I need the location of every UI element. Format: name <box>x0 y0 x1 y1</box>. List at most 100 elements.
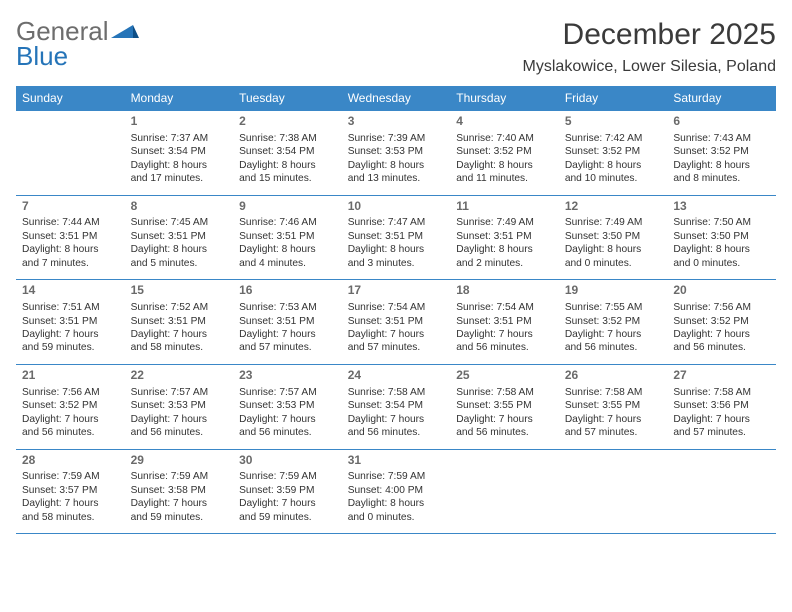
calendar-week-row: 1Sunrise: 7:37 AMSunset: 3:54 PMDaylight… <box>16 111 776 195</box>
sunset-text: Sunset: 3:51 PM <box>348 230 445 243</box>
sunrise-text: Sunrise: 7:59 AM <box>239 470 336 483</box>
sunrise-text: Sunrise: 7:53 AM <box>239 301 336 314</box>
calendar-day-cell: 14Sunrise: 7:51 AMSunset: 3:51 PMDayligh… <box>16 280 125 365</box>
daylight-text: and 56 minutes. <box>22 426 119 439</box>
calendar-day-cell: 26Sunrise: 7:58 AMSunset: 3:55 PMDayligh… <box>559 364 668 449</box>
day-number: 23 <box>239 368 336 384</box>
title-block: December 2025 Myslakowice, Lower Silesia… <box>523 18 776 76</box>
calendar-day-cell: 3Sunrise: 7:39 AMSunset: 3:53 PMDaylight… <box>342 111 451 195</box>
daylight-text: Daylight: 8 hours <box>673 243 770 256</box>
calendar-day-cell: 30Sunrise: 7:59 AMSunset: 3:59 PMDayligh… <box>233 449 342 534</box>
brand-line2: Blue <box>16 43 109 70</box>
day-number: 27 <box>673 368 770 384</box>
daylight-text: and 13 minutes. <box>348 172 445 185</box>
calendar-day-cell: 24Sunrise: 7:58 AMSunset: 3:54 PMDayligh… <box>342 364 451 449</box>
brand-name: General Blue <box>16 18 109 71</box>
day-number: 17 <box>348 283 445 299</box>
calendar-day-cell: 13Sunrise: 7:50 AMSunset: 3:50 PMDayligh… <box>667 195 776 280</box>
sunrise-text: Sunrise: 7:57 AM <box>239 386 336 399</box>
sunset-text: Sunset: 4:00 PM <box>348 484 445 497</box>
sunrise-text: Sunrise: 7:59 AM <box>22 470 119 483</box>
daylight-text: and 56 minutes. <box>565 341 662 354</box>
sunrise-text: Sunrise: 7:47 AM <box>348 216 445 229</box>
calendar-day-cell: 19Sunrise: 7:55 AMSunset: 3:52 PMDayligh… <box>559 280 668 365</box>
daylight-text: and 4 minutes. <box>239 257 336 270</box>
sunset-text: Sunset: 3:52 PM <box>565 145 662 158</box>
sunrise-text: Sunrise: 7:49 AM <box>456 216 553 229</box>
calendar-day-cell: 21Sunrise: 7:56 AMSunset: 3:52 PMDayligh… <box>16 364 125 449</box>
daylight-text: Daylight: 8 hours <box>348 243 445 256</box>
sunset-text: Sunset: 3:52 PM <box>456 145 553 158</box>
daylight-text: and 56 minutes. <box>456 341 553 354</box>
daylight-text: and 56 minutes. <box>673 341 770 354</box>
calendar-week-row: 7Sunrise: 7:44 AMSunset: 3:51 PMDaylight… <box>16 195 776 280</box>
page-title: December 2025 <box>523 18 776 52</box>
calendar-day-cell: 7Sunrise: 7:44 AMSunset: 3:51 PMDaylight… <box>16 195 125 280</box>
sunset-text: Sunset: 3:53 PM <box>239 399 336 412</box>
daylight-text: Daylight: 8 hours <box>673 159 770 172</box>
sunrise-text: Sunrise: 7:55 AM <box>565 301 662 314</box>
daylight-text: and 56 minutes. <box>131 426 228 439</box>
sunset-text: Sunset: 3:54 PM <box>239 145 336 158</box>
calendar-day-cell: 28Sunrise: 7:59 AMSunset: 3:57 PMDayligh… <box>16 449 125 534</box>
daylight-text: Daylight: 7 hours <box>673 413 770 426</box>
sunrise-text: Sunrise: 7:38 AM <box>239 132 336 145</box>
daylight-text: Daylight: 7 hours <box>131 497 228 510</box>
daylight-text: and 59 minutes. <box>239 511 336 524</box>
sunset-text: Sunset: 3:51 PM <box>22 315 119 328</box>
sunrise-text: Sunrise: 7:58 AM <box>348 386 445 399</box>
sunset-text: Sunset: 3:50 PM <box>565 230 662 243</box>
daylight-text: Daylight: 7 hours <box>456 413 553 426</box>
sunset-text: Sunset: 3:54 PM <box>131 145 228 158</box>
daylight-text: Daylight: 8 hours <box>348 159 445 172</box>
daylight-text: and 56 minutes. <box>239 426 336 439</box>
daylight-text: and 10 minutes. <box>565 172 662 185</box>
daylight-text: Daylight: 7 hours <box>348 328 445 341</box>
daylight-text: and 11 minutes. <box>456 172 553 185</box>
daylight-text: Daylight: 8 hours <box>456 159 553 172</box>
brand-logo: General Blue <box>16 18 139 71</box>
sunrise-text: Sunrise: 7:46 AM <box>239 216 336 229</box>
sunset-text: Sunset: 3:51 PM <box>456 230 553 243</box>
day-number: 13 <box>673 199 770 215</box>
sunset-text: Sunset: 3:52 PM <box>673 315 770 328</box>
sunrise-text: Sunrise: 7:58 AM <box>456 386 553 399</box>
sunset-text: Sunset: 3:51 PM <box>239 315 336 328</box>
day-number: 15 <box>131 283 228 299</box>
calendar-day-cell: 12Sunrise: 7:49 AMSunset: 3:50 PMDayligh… <box>559 195 668 280</box>
day-number: 3 <box>348 114 445 130</box>
calendar-day-cell: 16Sunrise: 7:53 AMSunset: 3:51 PMDayligh… <box>233 280 342 365</box>
day-number: 6 <box>673 114 770 130</box>
calendar-empty-cell <box>450 449 559 534</box>
sunset-text: Sunset: 3:51 PM <box>131 230 228 243</box>
sunrise-text: Sunrise: 7:44 AM <box>22 216 119 229</box>
daylight-text: and 0 minutes. <box>673 257 770 270</box>
day-number: 1 <box>131 114 228 130</box>
sunrise-text: Sunrise: 7:56 AM <box>673 301 770 314</box>
daylight-text: Daylight: 7 hours <box>565 413 662 426</box>
daylight-text: and 2 minutes. <box>456 257 553 270</box>
sunset-text: Sunset: 3:51 PM <box>456 315 553 328</box>
weekday-header: Sunday <box>16 86 125 111</box>
sunset-text: Sunset: 3:51 PM <box>348 315 445 328</box>
daylight-text: Daylight: 7 hours <box>565 328 662 341</box>
calendar-day-cell: 6Sunrise: 7:43 AMSunset: 3:52 PMDaylight… <box>667 111 776 195</box>
sunset-text: Sunset: 3:51 PM <box>239 230 336 243</box>
sunset-text: Sunset: 3:51 PM <box>131 315 228 328</box>
day-number: 26 <box>565 368 662 384</box>
day-number: 2 <box>239 114 336 130</box>
daylight-text: and 59 minutes. <box>131 511 228 524</box>
daylight-text: Daylight: 8 hours <box>456 243 553 256</box>
sunset-text: Sunset: 3:54 PM <box>348 399 445 412</box>
calendar-day-cell: 17Sunrise: 7:54 AMSunset: 3:51 PMDayligh… <box>342 280 451 365</box>
daylight-text: Daylight: 8 hours <box>348 497 445 510</box>
location-subtitle: Myslakowice, Lower Silesia, Poland <box>523 58 776 76</box>
brand-mark-icon <box>111 22 139 42</box>
header: General Blue December 2025 Myslakowice, … <box>16 18 776 76</box>
daylight-text: and 15 minutes. <box>239 172 336 185</box>
sunrise-text: Sunrise: 7:58 AM <box>673 386 770 399</box>
calendar-day-cell: 11Sunrise: 7:49 AMSunset: 3:51 PMDayligh… <box>450 195 559 280</box>
sunrise-text: Sunrise: 7:43 AM <box>673 132 770 145</box>
day-number: 19 <box>565 283 662 299</box>
calendar-empty-cell <box>16 111 125 195</box>
